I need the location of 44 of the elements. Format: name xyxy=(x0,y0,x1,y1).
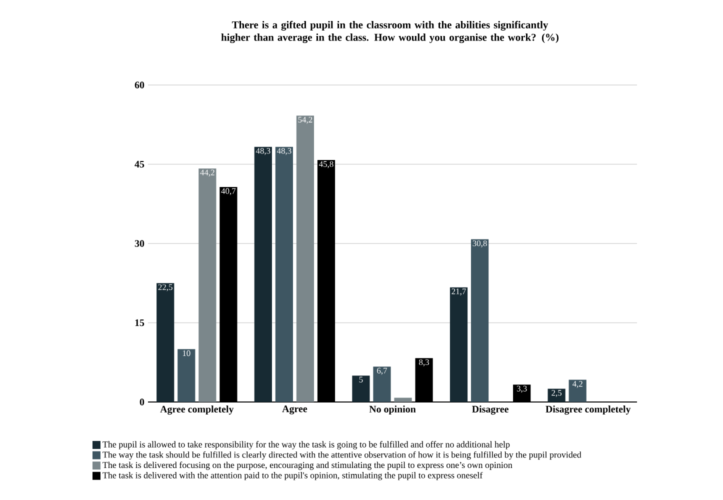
bar xyxy=(296,116,314,402)
bar xyxy=(373,366,391,402)
bar xyxy=(156,283,174,402)
data-label: 45,8 xyxy=(319,161,334,168)
bar xyxy=(394,398,412,402)
x-tick-label: No opinion xyxy=(369,406,416,415)
data-label: 30,8 xyxy=(472,240,487,248)
data-label: 6,7 xyxy=(377,368,388,375)
data-label: 4,2 xyxy=(572,381,582,388)
bar xyxy=(568,380,586,402)
y-tick-label: 0 xyxy=(140,398,144,406)
bar xyxy=(352,376,370,402)
data-label: 48,3 xyxy=(276,148,292,155)
data-label: 21,7 xyxy=(452,288,466,296)
data-label: 3,3 xyxy=(516,386,527,393)
x-tick-label: Agree completely xyxy=(160,406,234,415)
bar xyxy=(198,168,216,402)
bar xyxy=(254,146,272,402)
x-tick-label: Agree xyxy=(282,406,308,414)
data-label: 40,7 xyxy=(221,188,236,196)
bar xyxy=(275,146,293,402)
legend-label: The way the task should be fulfilled is clearly directed with the attentive observation of how it is being fulfilled by the pupil provided xyxy=(102,451,582,460)
data-label: 2,5 xyxy=(552,390,562,397)
y-tick-label: 15 xyxy=(135,319,144,326)
legend-label: The pupil is allowed to take responsibility for the way the task is going to be fulfilled and offer no additional help xyxy=(102,441,510,450)
legend-label: The task is delivered focusing on the purpose, encouraging and stimulating the pupil to express one’s own opinion xyxy=(102,462,512,470)
legend-label: The task is delivered with the attention paid to the pupil's opinion, stimulating the pupil to express oneself xyxy=(102,472,483,480)
bar xyxy=(548,388,566,402)
data-label: 48,3 xyxy=(256,148,270,155)
data-label: 22,5 xyxy=(158,284,172,292)
data-label: 54,2 xyxy=(298,116,312,124)
x-tick-label: Disagree xyxy=(472,406,508,415)
bar xyxy=(450,287,468,402)
chart-title: There is a gifted pupil in the classroom with the abilities significantly higher than average in the class. How would you organise the work? (%) xyxy=(221,20,558,44)
data-label: 10 xyxy=(182,350,190,356)
y-tick-label: 45 xyxy=(134,160,144,168)
x-tick-label: Disagree completely xyxy=(546,406,631,415)
data-label: 5 xyxy=(359,376,363,382)
data-label: 8,3 xyxy=(419,359,430,366)
data-label: 44,2 xyxy=(200,170,214,177)
bar xyxy=(178,349,196,402)
y-tick-label: 60 xyxy=(134,82,144,88)
y-tick-label: 30 xyxy=(134,240,144,247)
bar xyxy=(470,239,489,402)
